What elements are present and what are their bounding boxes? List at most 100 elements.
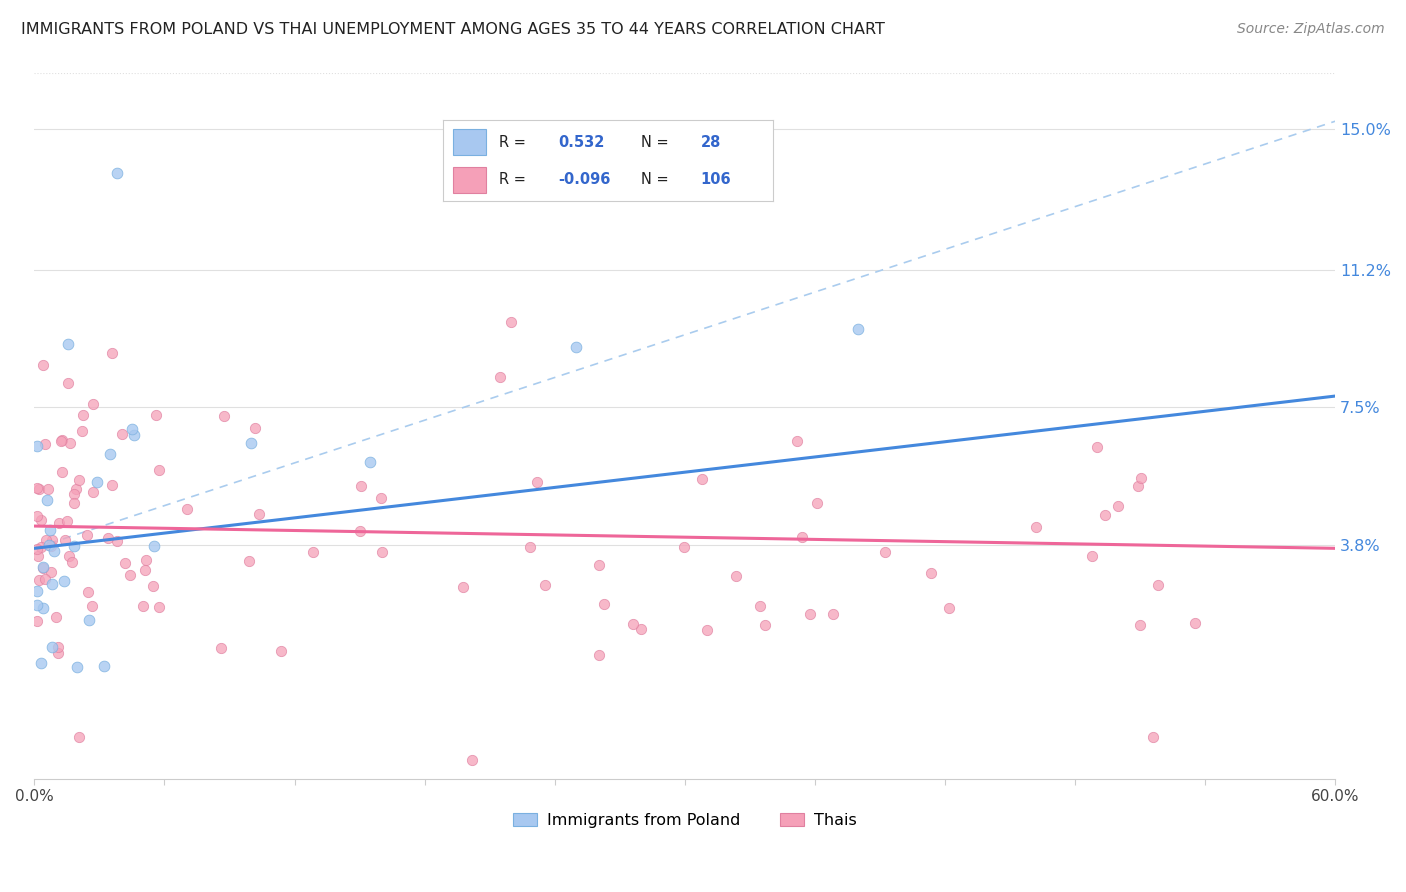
Point	[41, 576, 63, 591]
Text: 28: 28	[700, 135, 721, 150]
Point	[51, 465, 73, 479]
FancyBboxPatch shape	[453, 167, 486, 193]
Point	[67, 473, 90, 487]
Point	[350, 479, 373, 493]
Point	[32, 561, 55, 575]
Point	[142, 539, 165, 553]
Point	[370, 491, 392, 505]
Point	[176, 501, 198, 516]
Point	[28, 573, 51, 587]
Point	[1085, 440, 1108, 454]
Point	[70, 424, 93, 438]
Point	[359, 455, 381, 469]
Point	[82, 396, 104, 410]
Point	[461, 753, 484, 767]
Point	[806, 495, 828, 509]
Point	[1094, 508, 1116, 523]
Point	[34, 572, 56, 586]
Point	[519, 540, 541, 554]
Point	[56, 337, 79, 351]
Point	[696, 624, 718, 638]
Point	[238, 554, 260, 568]
Point	[1142, 730, 1164, 744]
Legend: Immigrants from Poland, Thais: Immigrants from Poland, Thais	[506, 806, 863, 834]
Text: 0.532: 0.532	[558, 135, 605, 150]
Point	[72, 408, 94, 422]
Point	[821, 607, 844, 622]
Point	[46, 640, 69, 655]
Text: -0.096: -0.096	[558, 172, 612, 187]
Point	[39, 523, 62, 537]
Point	[41, 640, 63, 654]
Point	[44, 544, 66, 558]
Point	[80, 599, 103, 613]
Point	[630, 623, 652, 637]
Point	[58, 549, 80, 563]
Point	[45, 609, 67, 624]
Point	[97, 531, 120, 545]
Point	[25, 599, 48, 613]
Point	[114, 557, 136, 571]
Point	[46, 646, 69, 660]
Point	[82, 484, 104, 499]
Point	[873, 545, 896, 559]
Point	[240, 435, 263, 450]
Point	[111, 426, 134, 441]
Point	[25, 509, 48, 524]
Point	[451, 581, 474, 595]
Point	[93, 658, 115, 673]
Point	[1126, 479, 1149, 493]
Point	[122, 427, 145, 442]
Point	[65, 482, 87, 496]
Point	[27, 482, 49, 496]
Point	[25, 542, 48, 557]
Point	[38, 538, 60, 552]
Point	[41, 565, 63, 579]
Point	[349, 524, 371, 538]
Point	[1129, 471, 1152, 485]
Point	[132, 599, 155, 613]
Point	[145, 408, 167, 422]
Point	[690, 472, 713, 486]
Point	[1107, 500, 1129, 514]
Point	[121, 421, 143, 435]
Point	[60, 555, 83, 569]
Point	[32, 358, 55, 372]
Point	[37, 483, 59, 497]
Text: N =: N =	[641, 172, 669, 187]
Point	[67, 730, 90, 744]
Point	[77, 613, 100, 627]
Point	[48, 516, 70, 530]
Point	[1184, 615, 1206, 630]
Point	[725, 569, 748, 583]
Point	[86, 475, 108, 489]
Point	[748, 599, 770, 614]
FancyBboxPatch shape	[453, 129, 486, 155]
Point	[51, 434, 73, 448]
Point	[212, 409, 235, 423]
Point	[30, 513, 52, 527]
Point	[77, 585, 100, 599]
Point	[247, 508, 270, 522]
Point	[63, 496, 86, 510]
Point	[370, 545, 392, 559]
Point	[39, 539, 62, 553]
Point	[62, 539, 84, 553]
Point	[30, 656, 52, 670]
Point	[534, 578, 557, 592]
Point	[142, 579, 165, 593]
Point	[672, 540, 695, 554]
Point	[786, 434, 808, 448]
Point	[148, 463, 170, 477]
Point	[526, 475, 548, 490]
Point	[120, 568, 142, 582]
Point	[302, 545, 325, 559]
Point	[938, 601, 960, 615]
Point	[30, 540, 52, 554]
Point	[105, 166, 128, 180]
Text: N =: N =	[641, 135, 669, 150]
Point	[66, 660, 89, 674]
Point	[148, 600, 170, 615]
Point	[1025, 520, 1047, 534]
Point	[1129, 618, 1152, 632]
